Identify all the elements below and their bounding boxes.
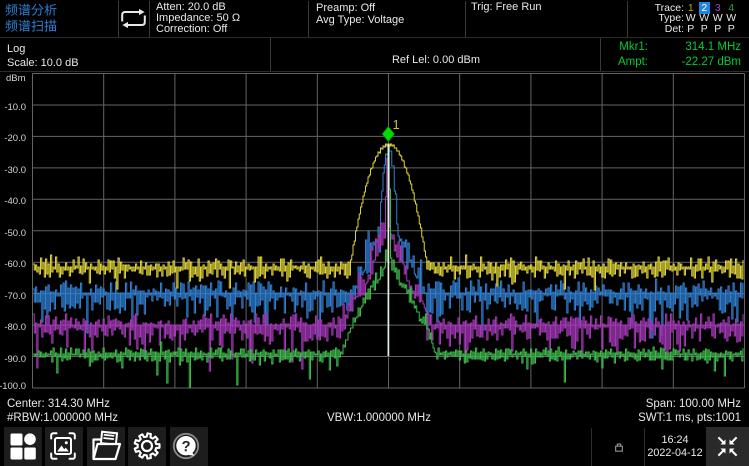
svg-text:1: 1 [393, 117, 400, 132]
